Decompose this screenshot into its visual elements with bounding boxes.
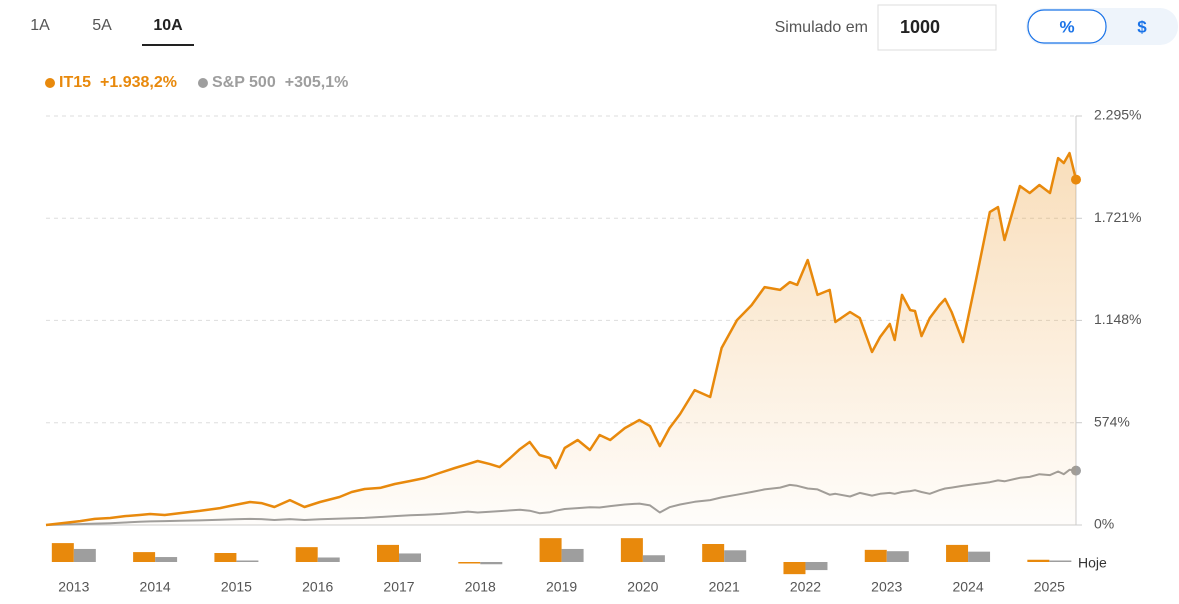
area bbox=[46, 153, 1076, 525]
annual-bar bbox=[864, 549, 887, 562]
annual-bar bbox=[398, 553, 421, 562]
controls: Simulado em 1000 bbox=[775, 4, 1178, 51]
annual-bar bbox=[642, 555, 665, 562]
simulate-label: Simulado em bbox=[775, 19, 868, 36]
annual-bar bbox=[51, 543, 74, 562]
x-tick-label: 2023 bbox=[871, 579, 902, 595]
y-tick-label: 2.295% bbox=[1094, 107, 1141, 123]
x-tick-label: 2014 bbox=[140, 579, 171, 595]
annual-bar bbox=[702, 544, 725, 562]
x-tick-label: 2019 bbox=[546, 579, 577, 595]
annual-bar bbox=[886, 551, 909, 562]
annual-bar bbox=[968, 551, 991, 562]
range-tab[interactable]: 5A bbox=[92, 17, 112, 34]
legend-dot bbox=[45, 78, 55, 88]
simulate-value[interactable]: 1000 bbox=[900, 17, 940, 37]
x-tick-label: 2018 bbox=[465, 579, 496, 595]
x-tick-label: 2025 bbox=[1034, 579, 1065, 595]
annual-bar bbox=[376, 544, 399, 562]
legend-dot bbox=[197, 78, 208, 88]
annual-bar bbox=[783, 562, 806, 575]
annual-bar bbox=[73, 548, 96, 562]
annual-bar bbox=[724, 550, 747, 562]
x-tick-label: 2016 bbox=[302, 579, 333, 595]
x-tick-label: 2015 bbox=[221, 579, 252, 595]
unit-selected[interactable] bbox=[1027, 9, 1107, 44]
x-tick-label: 2022 bbox=[790, 579, 821, 595]
annual-bar bbox=[295, 547, 318, 562]
legend-change: +1.938,2% bbox=[100, 74, 177, 91]
x-tick-label: 2013 bbox=[58, 579, 89, 595]
annual-bar bbox=[1027, 559, 1050, 562]
y-tick-label: 0% bbox=[1094, 516, 1114, 532]
x-tick-label: 2024 bbox=[952, 579, 983, 595]
annual-bar bbox=[236, 560, 259, 562]
annual-bar bbox=[561, 548, 584, 562]
y-tick-label: 1.148% bbox=[1094, 311, 1141, 327]
legend-name: S&P 500 bbox=[212, 74, 276, 91]
unit-option[interactable]: $ bbox=[1137, 17, 1147, 36]
x-tick-label: 2017 bbox=[383, 579, 414, 595]
annual-bar bbox=[946, 544, 969, 562]
annual-bar bbox=[214, 553, 237, 562]
annual-bar bbox=[805, 562, 828, 571]
input-box[interactable] bbox=[877, 4, 997, 51]
annual-bar bbox=[458, 562, 481, 564]
end-dot bbox=[1071, 174, 1081, 185]
x-tick-label: 2021 bbox=[709, 579, 740, 595]
legend-name: IT15 bbox=[59, 74, 91, 91]
unit-option[interactable]: % bbox=[1059, 17, 1074, 36]
y-tick-label: 1.721% bbox=[1094, 209, 1141, 225]
range-tab[interactable]: 1A bbox=[30, 17, 50, 34]
legend-change: +305,1% bbox=[285, 74, 349, 91]
line bbox=[45, 151, 1078, 527]
annual-bar bbox=[133, 552, 156, 562]
x-tick-label: 2020 bbox=[627, 579, 658, 595]
today-label: Hoje bbox=[1078, 555, 1107, 571]
annual-bar bbox=[1049, 560, 1072, 562]
annual-bar bbox=[620, 538, 643, 562]
annual-bar bbox=[480, 562, 503, 565]
annual-bar bbox=[539, 538, 562, 562]
annual-bar bbox=[155, 557, 178, 562]
annual-bar bbox=[317, 557, 340, 562]
range-tab[interactable]: 10A bbox=[153, 17, 183, 34]
y-tick-label: 574% bbox=[1094, 413, 1130, 429]
